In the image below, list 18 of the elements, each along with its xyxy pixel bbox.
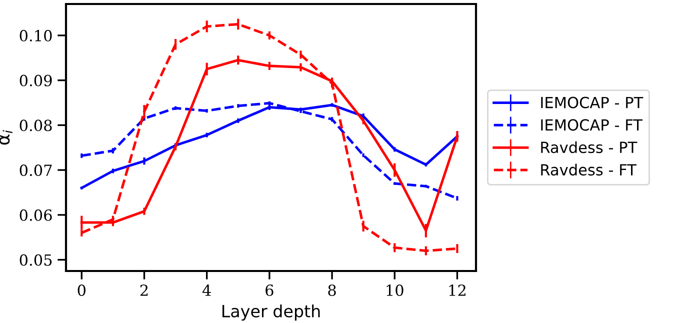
x-tick-label: 8 bbox=[328, 284, 336, 296]
x-tick-label: 12 bbox=[449, 284, 466, 296]
y-tick-label: 0.07 bbox=[20, 164, 52, 176]
legend-label: IEMOCAP - FT bbox=[541, 119, 643, 131]
x-tick-label: 6 bbox=[266, 284, 274, 296]
x-tick-label: 2 bbox=[140, 284, 148, 296]
y-tick-label: 0.09 bbox=[20, 74, 52, 86]
x-tick-label: 4 bbox=[202, 284, 211, 296]
legend-label: IEMOCAP - PT bbox=[541, 96, 644, 108]
y-tick-label: 0.10 bbox=[20, 30, 52, 42]
x-axis-title: Layer depth bbox=[222, 304, 320, 321]
legend-label: Ravdess - PT bbox=[541, 141, 638, 154]
y-tick-label: 0.08 bbox=[20, 120, 52, 132]
x-tick-label: 0 bbox=[78, 284, 86, 296]
x-tick-label: 10 bbox=[386, 284, 404, 296]
legend-label: Ravdess - FT bbox=[541, 164, 636, 176]
y-tick-label: 0.06 bbox=[20, 209, 52, 221]
y-tick-label: 0.05 bbox=[20, 254, 52, 266]
